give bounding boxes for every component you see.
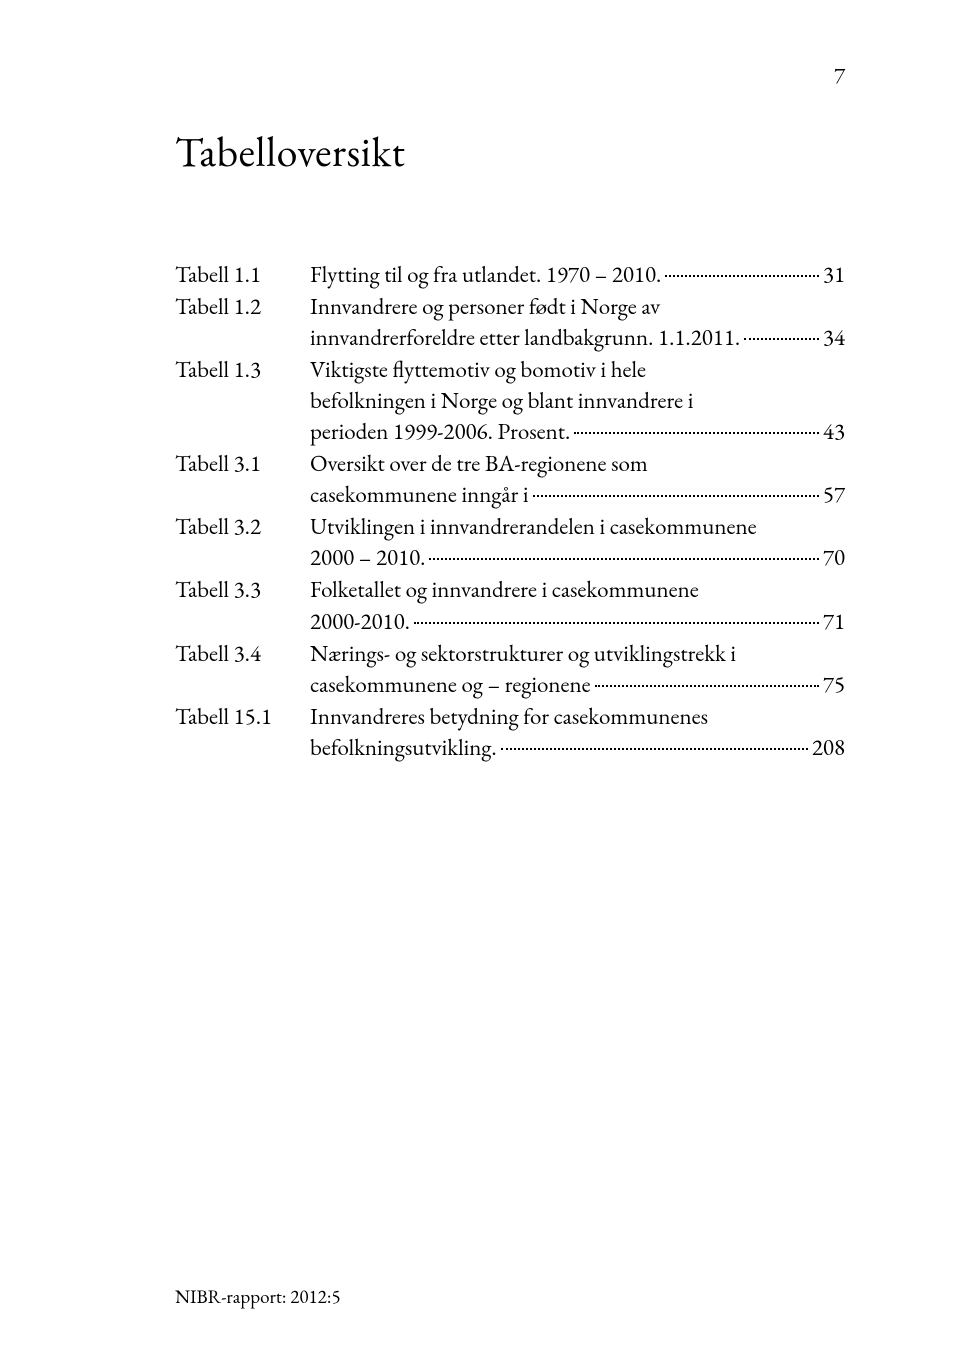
document-page: 7 Tabelloversikt Tabell 1.1Flytting til … (0, 0, 960, 1371)
toc-entry-tail: perioden 1999-2006. Prosent. (310, 416, 570, 447)
toc-entry-lastline: befolkningsutvikling. 208 (310, 732, 845, 763)
page-title: Tabelloversikt (175, 124, 845, 179)
toc-entry: Tabell 3.1Oversikt over de tre BA-region… (175, 448, 845, 510)
toc-entry-body: Innvandrere og personer født i Norge avi… (310, 291, 845, 353)
toc-entry: Tabell 15.1Innvandreres betydning for ca… (175, 701, 845, 763)
toc-entry-page: 208 (812, 732, 845, 763)
toc-entry-label: Tabell 3.4 (175, 638, 310, 669)
toc-entry-page: 34 (823, 322, 845, 353)
toc-entry-body: Nærings- og sektorstrukturer og utviklin… (310, 638, 845, 700)
toc-entry-label: Tabell 3.3 (175, 574, 310, 605)
toc-entry-lastline: perioden 1999-2006. Prosent. 43 (310, 416, 845, 447)
toc-leader-dots (501, 748, 808, 750)
toc-entry-line: befolkningen i Norge og blant innvandrer… (310, 385, 845, 416)
toc-entry-lastline: casekommunene inngår i 57 (310, 479, 845, 510)
toc-entry-line: Utviklingen i innvandrerandelen i caseko… (310, 511, 845, 542)
toc-entry-line: Nærings- og sektorstrukturer og utviklin… (310, 638, 845, 669)
toc-entry-lastline: 2000 – 2010. 70 (310, 542, 845, 573)
toc-leader-dots (665, 275, 819, 277)
toc-entry-tail: 2000-2010. (310, 606, 410, 637)
toc-entry-page: 31 (823, 259, 845, 290)
toc-entry-lastline: Flytting til og fra utlandet. 1970 – 201… (310, 259, 845, 290)
toc-leader-dots (414, 622, 819, 624)
toc-entry-line: Folketallet og innvandrere i casekommune… (310, 574, 845, 605)
toc-entry-page: 43 (823, 416, 845, 447)
toc-entry-label: Tabell 3.2 (175, 511, 310, 542)
toc-entry-body: Utviklingen i innvandrerandelen i caseko… (310, 511, 845, 573)
toc-entry-label: Tabell 1.3 (175, 354, 310, 385)
toc-entry-lastline: 2000-2010. 71 (310, 606, 845, 637)
toc-entry-page: 57 (823, 479, 845, 510)
toc-entry-label: Tabell 3.1 (175, 448, 310, 479)
toc-entry-body: Oversikt over de tre BA-regionene somcas… (310, 448, 845, 510)
toc-entry: Tabell 3.3Folketallet og innvandrere i c… (175, 574, 845, 636)
toc-leader-dots (595, 685, 819, 687)
toc-entry-label: Tabell 15.1 (175, 701, 310, 732)
toc-entry-page: 71 (823, 606, 845, 637)
table-of-contents: Tabell 1.1Flytting til og fra utlandet. … (175, 259, 845, 763)
toc-entry: Tabell 1.1Flytting til og fra utlandet. … (175, 259, 845, 290)
toc-entry-line: Viktigste flyttemotiv og bomotiv i hele (310, 354, 845, 385)
toc-entry-tail: casekommunene og – regionene (310, 669, 591, 700)
toc-entry-body: Viktigste flyttemotiv og bomotiv i heleb… (310, 354, 845, 447)
toc-entry: Tabell 3.2Utviklingen i innvandrerandele… (175, 511, 845, 573)
toc-entry: Tabell 1.2Innvandrere og personer født i… (175, 291, 845, 353)
toc-entry-tail: befolkningsutvikling. (310, 732, 497, 763)
toc-entry-lastline: casekommunene og – regionene 75 (310, 669, 845, 700)
toc-entry-body: Folketallet og innvandrere i casekommune… (310, 574, 845, 636)
toc-entry-label: Tabell 1.1 (175, 259, 310, 290)
toc-entry-line: Oversikt over de tre BA-regionene som (310, 448, 845, 479)
toc-entry-tail: 2000 – 2010. (310, 542, 425, 573)
toc-leader-dots (429, 558, 818, 560)
toc-entry-tail: casekommunene inngår i (310, 479, 529, 510)
toc-entry: Tabell 3.4Nærings- og sektorstrukturer o… (175, 638, 845, 700)
report-footer: NIBR-rapport: 2012:5 (175, 1284, 341, 1309)
toc-entry-line: Innvandreres betydning for casekommunene… (310, 701, 845, 732)
page-number: 7 (834, 60, 845, 90)
toc-leader-dots (574, 432, 819, 434)
toc-entry-lastline: innvandrerforeldre etter landbakgrunn. 1… (310, 322, 845, 353)
toc-leader-dots (533, 495, 819, 497)
toc-entry-tail: innvandrerforeldre etter landbakgrunn. 1… (310, 322, 740, 353)
toc-leader-dots (744, 338, 819, 340)
toc-entry-tail: Flytting til og fra utlandet. 1970 – 201… (310, 259, 661, 290)
toc-entry-body: Flytting til og fra utlandet. 1970 – 201… (310, 259, 845, 290)
toc-entry-body: Innvandreres betydning for casekommunene… (310, 701, 845, 763)
toc-entry: Tabell 1.3Viktigste flyttemotiv og bomot… (175, 354, 845, 447)
toc-entry-label: Tabell 1.2 (175, 291, 310, 322)
toc-entry-page: 70 (823, 542, 845, 573)
toc-entry-page: 75 (823, 669, 845, 700)
toc-entry-line: Innvandrere og personer født i Norge av (310, 291, 845, 322)
